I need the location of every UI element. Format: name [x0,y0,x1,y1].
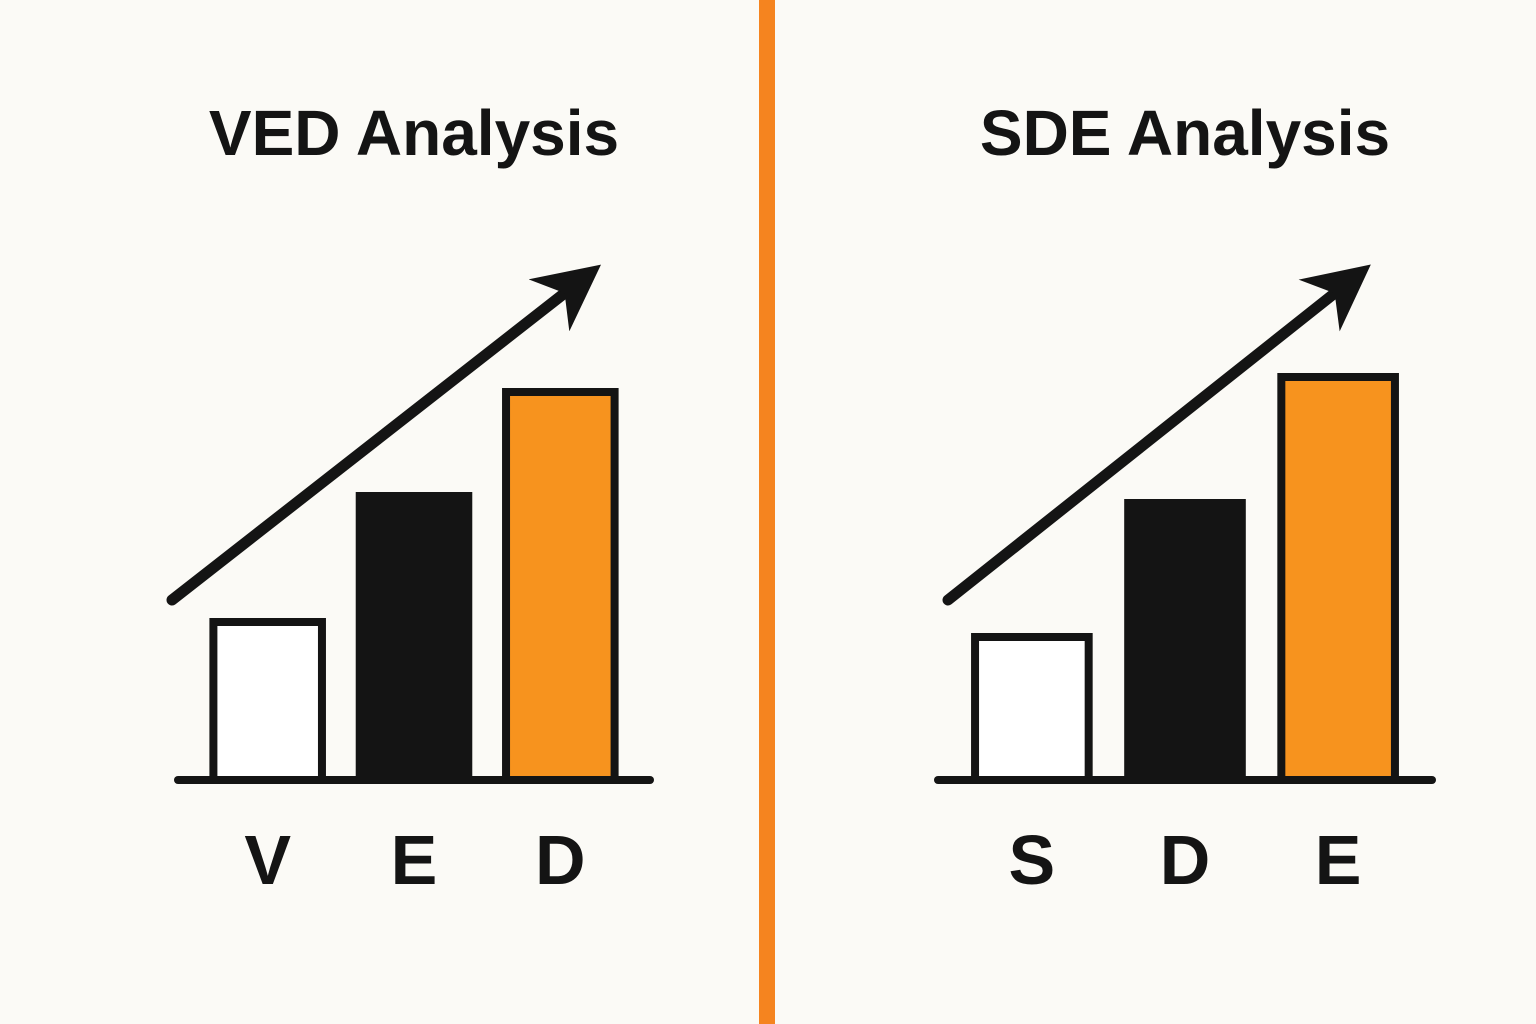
bar [971,633,1093,784]
chart-title: SDE Analysis [980,97,1390,169]
chart-title: VED Analysis [209,97,619,169]
bar [209,618,326,784]
category-label: D [1160,821,1211,899]
trend-arrow [166,264,601,606]
bar [1124,499,1246,784]
category-label: V [244,821,291,899]
bar [355,492,473,784]
trend-arrow [942,264,1371,606]
category-label: E [391,821,438,899]
bar [502,388,619,784]
bar [1277,373,1399,784]
category-label: D [535,821,586,899]
category-label: E [1315,821,1362,899]
divider [759,0,775,1024]
category-label: S [1009,821,1056,899]
